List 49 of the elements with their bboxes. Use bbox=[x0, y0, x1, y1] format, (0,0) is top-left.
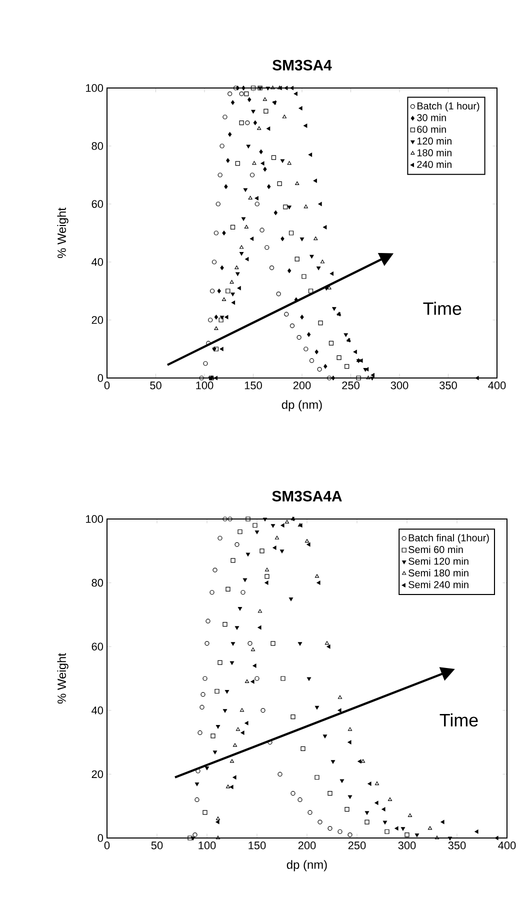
x-tick-label: 50 bbox=[151, 842, 162, 850]
legend-label: Semi 180 min bbox=[408, 569, 468, 576]
legend-label: Semi 240 min bbox=[408, 580, 468, 588]
legend-label: 240 min bbox=[416, 160, 452, 168]
x-tick-label: 150 bbox=[244, 382, 262, 390]
x-tick-label: 350 bbox=[439, 382, 457, 390]
x-tick-label: 0 bbox=[104, 382, 110, 390]
y-tick-label: 20 bbox=[92, 316, 103, 324]
y-tick-label: 100 bbox=[86, 84, 103, 92]
x-tick-label: 350 bbox=[448, 842, 466, 850]
y-axis-title: % Weight bbox=[57, 653, 68, 704]
legend-label: 60 min bbox=[416, 126, 446, 133]
x-tick-label: 300 bbox=[398, 842, 416, 850]
y-tick-label: 60 bbox=[92, 200, 103, 208]
y-tick-label: 40 bbox=[91, 706, 103, 714]
annotation: Time bbox=[440, 713, 478, 727]
x-tick-label: 250 bbox=[348, 842, 366, 850]
x-tick-label: 150 bbox=[248, 842, 266, 850]
chart-title: SM3SA4 bbox=[272, 60, 332, 70]
y-axis-title: % Weight bbox=[57, 208, 68, 258]
x-tick-label: 200 bbox=[293, 382, 310, 390]
y-tick-label: 100 bbox=[86, 515, 103, 523]
x-tick-label: 300 bbox=[390, 382, 408, 390]
y-tick-label: 40 bbox=[91, 258, 103, 266]
legend-label: 120 min bbox=[417, 137, 452, 145]
legend-label: 180 min bbox=[417, 148, 452, 156]
x-tick-label: 100 bbox=[198, 842, 216, 850]
legend-label: Semi 60 min bbox=[408, 546, 463, 554]
x-tick-label: 200 bbox=[298, 842, 316, 850]
x-axis-title: dp (nm) bbox=[286, 860, 327, 872]
x-tick-label: 50 bbox=[150, 382, 162, 390]
legend-label: Batch final (1hour) bbox=[408, 534, 489, 544]
x-axis-title: dp (nm) bbox=[282, 400, 322, 412]
legend-label: 30 min bbox=[416, 114, 446, 122]
chart-title: SM3SA4A bbox=[272, 490, 342, 502]
x-tick-label: 0 bbox=[104, 842, 110, 850]
y-tick-label: 60 bbox=[92, 642, 103, 650]
y-tick-label: 80 bbox=[92, 142, 103, 150]
x-tick-label: 100 bbox=[196, 382, 213, 390]
x-tick-label: 400 bbox=[498, 842, 516, 850]
x-tick-label: 250 bbox=[342, 382, 360, 390]
y-tick-label: 0 bbox=[98, 374, 103, 382]
legend-label: Batch (1 hour) bbox=[417, 102, 479, 112]
y-tick-label: 20 bbox=[92, 770, 103, 778]
y-tick-label: 0 bbox=[98, 834, 103, 842]
y-tick-label: 80 bbox=[92, 578, 103, 587]
x-tick-label: 400 bbox=[488, 382, 506, 390]
annotation: Time bbox=[422, 302, 461, 315]
legend-label: Semi 120 min bbox=[408, 557, 468, 565]
